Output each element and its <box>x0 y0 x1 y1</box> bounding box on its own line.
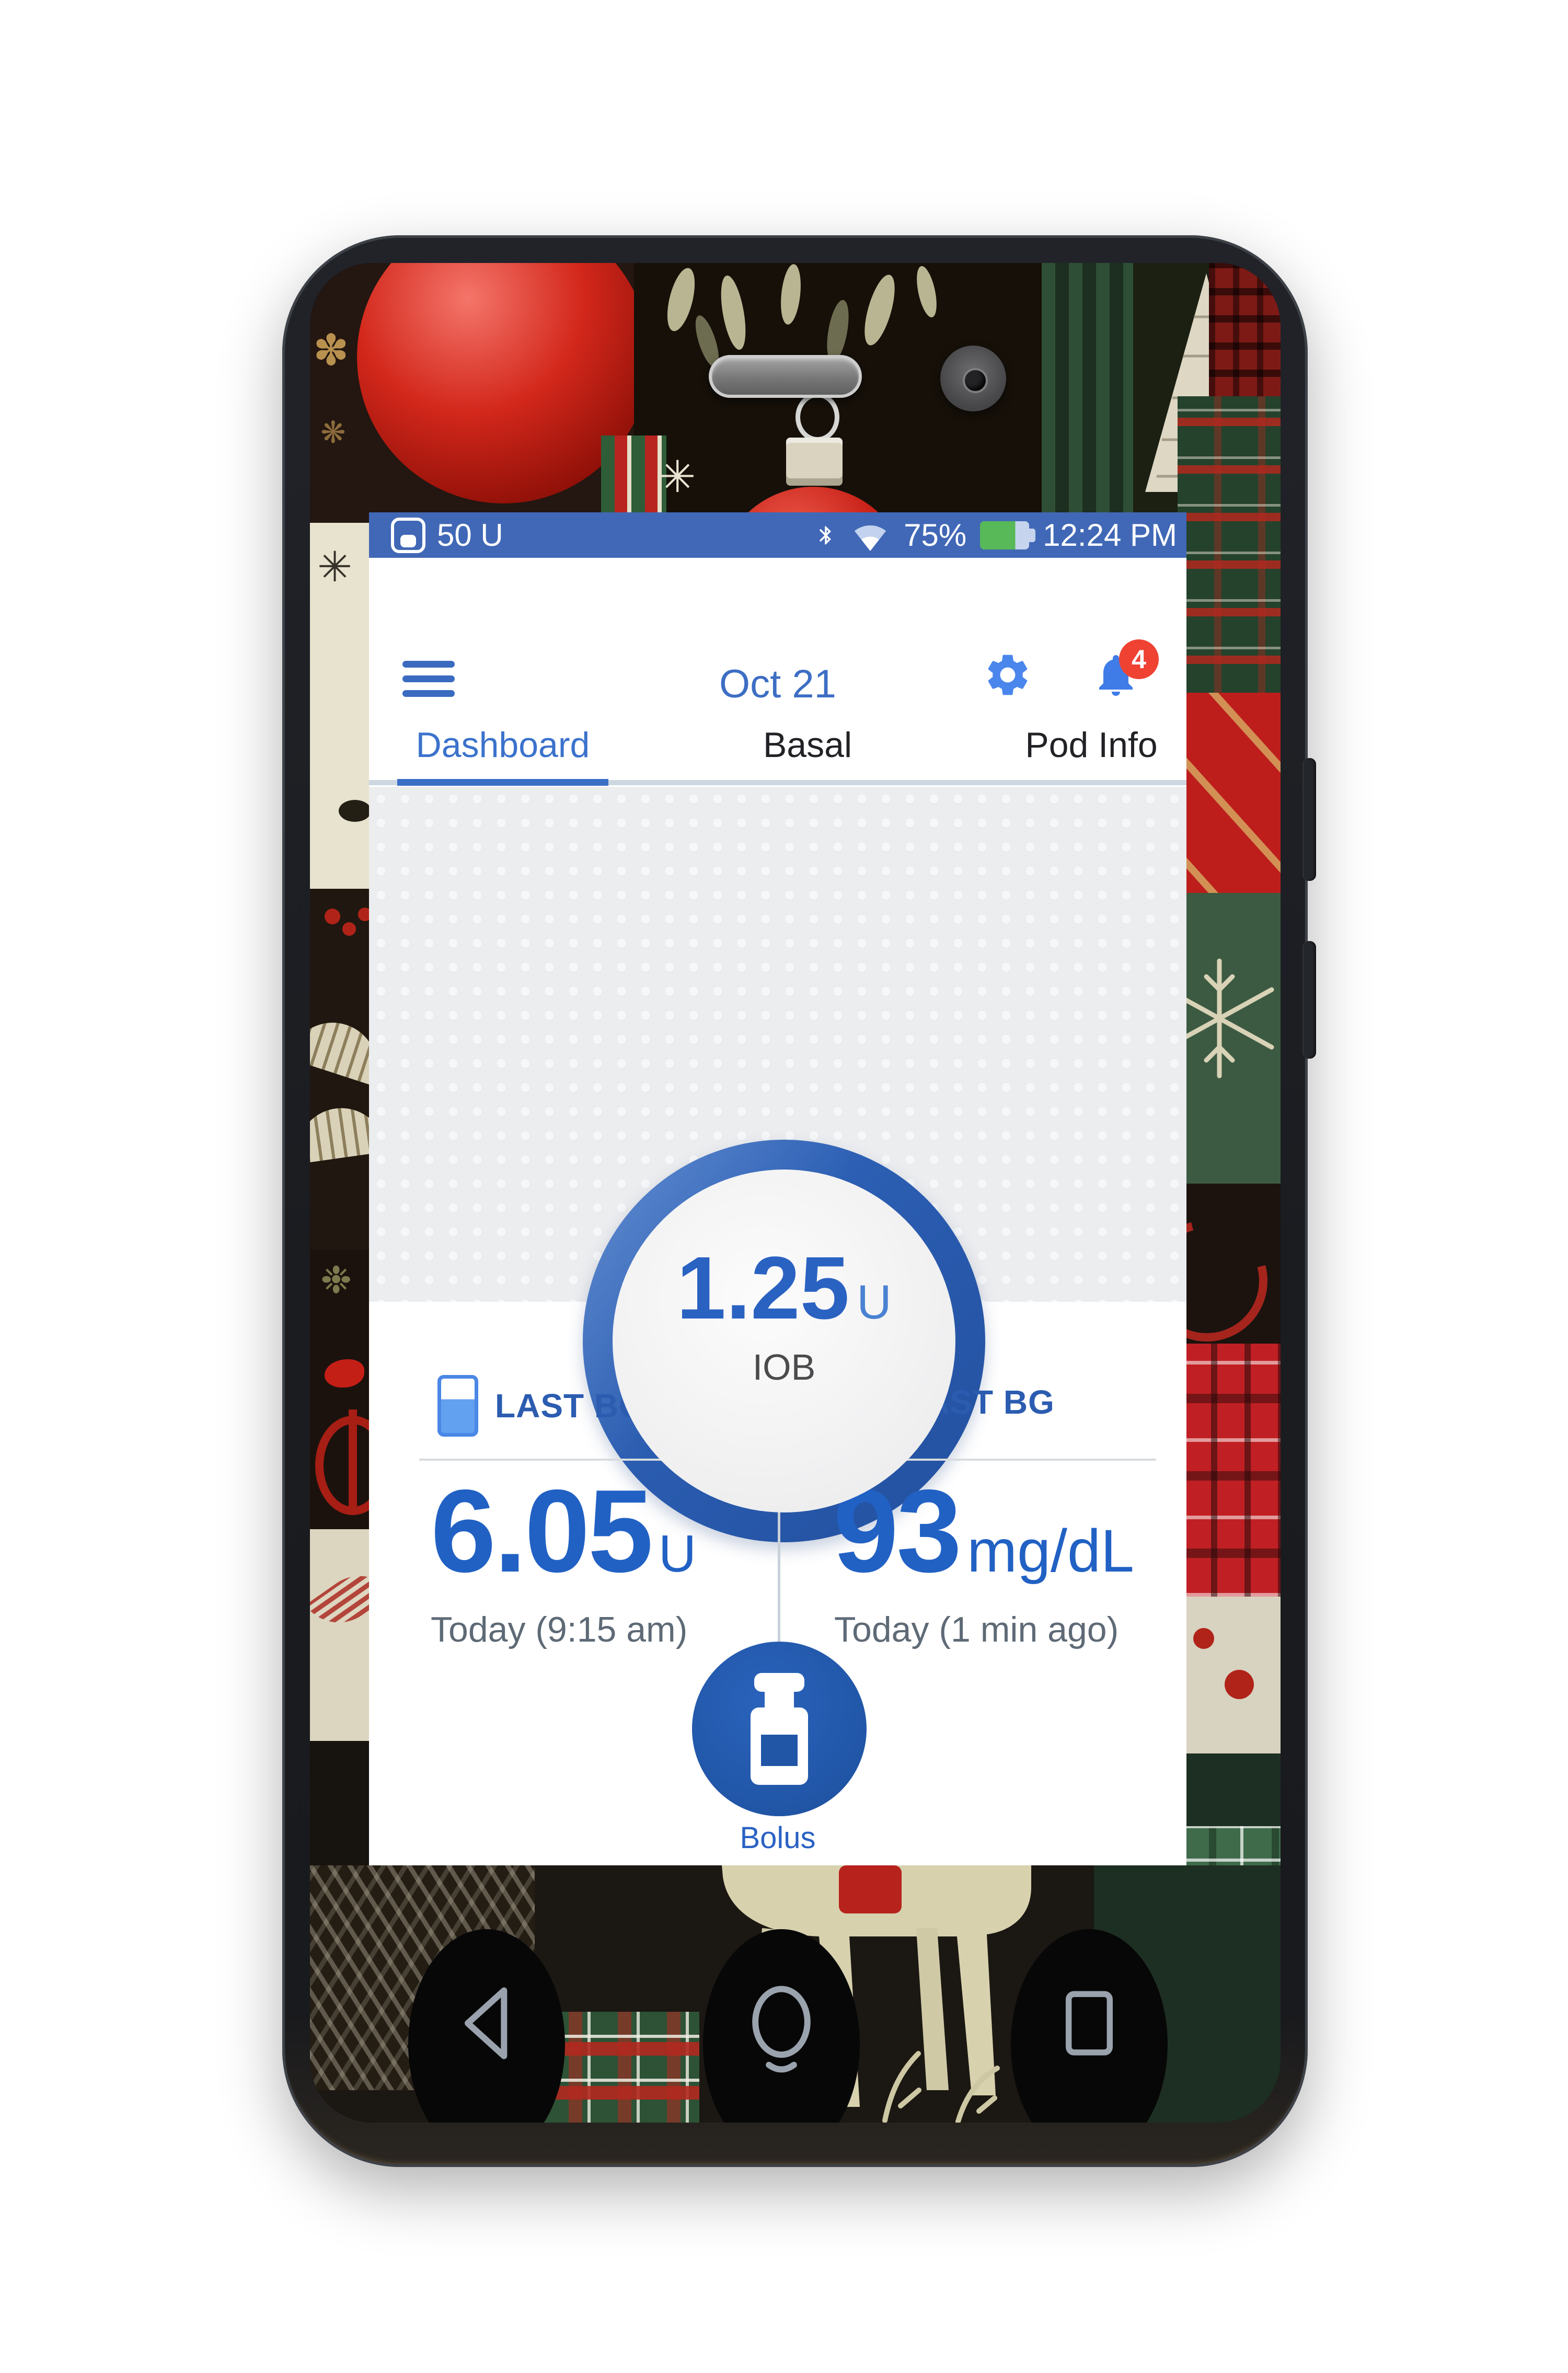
menu-icon[interactable] <box>402 661 455 697</box>
battery-icon <box>980 521 1036 549</box>
bolus-vial-icon <box>437 1375 478 1437</box>
dashboard-panel: 1.25 U IOB <box>369 787 1186 1542</box>
nav-back-button[interactable] <box>408 1929 565 2123</box>
volume-button[interactable] <box>1302 758 1316 881</box>
bolus-button[interactable] <box>692 1642 867 1816</box>
iob-unit: U <box>857 1276 892 1329</box>
gold-flower-sketch: ✽ <box>313 327 349 374</box>
tab-track <box>369 780 1186 785</box>
notifications-button[interactable]: 4 <box>1091 639 1159 700</box>
last-bolus-section: LAST BOLUS 6.05 U Today (9:15 am) <box>419 1375 741 1649</box>
ornament-cap <box>786 438 843 486</box>
phone-screen: ✽ ❋ <box>310 263 1281 2123</box>
nav-recents-button[interactable] <box>1011 1929 1168 2123</box>
last-bg-unit: mg/dL <box>967 1518 1134 1585</box>
tab-basal[interactable]: Basal <box>763 725 852 765</box>
insulin-units-remaining: 50 U <box>437 518 503 553</box>
page-title-date: Oct 21 <box>719 662 836 706</box>
earpiece-speaker <box>709 355 862 398</box>
iob-ring: 1.25 U IOB <box>583 1140 985 1542</box>
wallpaper-patch: ✽ ❋ <box>310 263 634 537</box>
ornament-hanger-ring <box>795 393 839 442</box>
berry-sketch <box>342 922 356 936</box>
status-bar: 50 U 75% 12:24 PM <box>369 512 1186 558</box>
last-bolus-value: 6.05 <box>431 1465 653 1597</box>
wallpaper-patch <box>1178 893 1281 1184</box>
star-sketch: ✳ <box>317 544 353 590</box>
app-header: Oct 21 4 <box>369 558 1186 746</box>
berry-sketch <box>1225 1670 1254 1699</box>
wallpaper-patch <box>1178 693 1281 893</box>
gear-icon[interactable] <box>983 650 1033 700</box>
cardinal-bird-image <box>325 1359 364 1388</box>
phone-frame: ✽ ❋ <box>282 235 1316 2167</box>
last-bg-time: Today (1 min ago) <box>834 1610 1119 1649</box>
last-bolus-time: Today (9:15 am) <box>431 1610 688 1649</box>
power-button[interactable] <box>1302 941 1316 1059</box>
back-icon <box>465 1987 508 2059</box>
front-camera <box>940 346 1006 411</box>
wallpaper-patch <box>1178 1344 1281 1597</box>
snowflake-sketch <box>1178 958 1274 1079</box>
iob-label: IOB <box>752 1347 816 1388</box>
notification-badge: 4 <box>1119 639 1159 679</box>
battery-percent: 75% <box>904 518 967 553</box>
ribbon-sketch <box>1178 1198 1281 1344</box>
clock: 12:24 PM <box>1043 518 1177 553</box>
recents-icon <box>1066 1991 1113 2056</box>
last-bolus-unit: U <box>658 1524 697 1583</box>
ink-blob-sketch <box>339 800 371 822</box>
bolus-vial-icon-white <box>751 1673 808 1785</box>
hanging-leaves-image <box>667 264 937 368</box>
wallpaper-patch <box>1209 263 1281 404</box>
insulin-app-window: 50 U 75% 12:24 PM <box>369 512 1186 1865</box>
gold-flower-sketch: ❋ <box>320 416 346 450</box>
wallpaper-patch <box>1042 263 1133 537</box>
tab-bar: Dashboard Basal Pod Info <box>369 701 1186 787</box>
divider <box>419 1459 740 1461</box>
sprig-sketch: ❉ <box>320 1259 352 1301</box>
snowflake-sketch: ✳ <box>659 452 696 501</box>
red-ornament-image <box>357 263 634 503</box>
bolus-button-label: Bolus <box>740 1821 816 1855</box>
iob-value: 1.25 <box>676 1239 850 1338</box>
active-tab-underline <box>397 779 608 786</box>
wallpaper-patch <box>1178 396 1281 694</box>
wallpaper-patch <box>601 435 666 519</box>
divider <box>778 1367 780 1660</box>
home-icon <box>752 1986 811 2073</box>
tab-pod-info[interactable]: Pod Info <box>1025 725 1158 765</box>
iob-inner-circle: 1.25 U IOB <box>613 1170 955 1512</box>
nav-home-button[interactable] <box>703 1929 860 2123</box>
pod-icon <box>391 517 425 553</box>
wallpaper-patch <box>1178 1597 1281 1753</box>
bluetooth-icon <box>819 526 832 544</box>
wifi-icon <box>854 525 886 551</box>
berry-sketch <box>1193 1628 1214 1649</box>
divider <box>821 1459 1156 1461</box>
wallpaper-patch <box>1178 1184 1281 1344</box>
berry-sketch <box>325 909 340 924</box>
tab-dashboard[interactable]: Dashboard <box>416 725 590 765</box>
